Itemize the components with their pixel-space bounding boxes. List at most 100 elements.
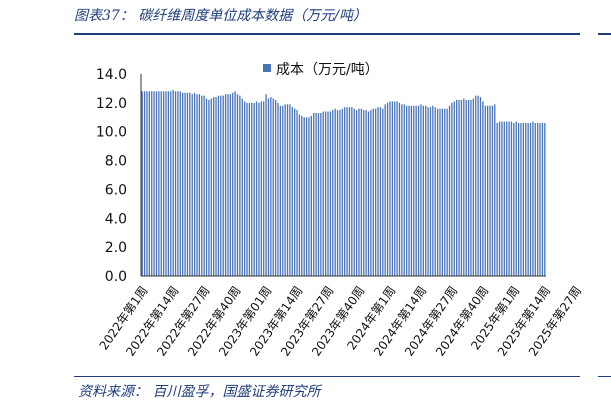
figure-caption: 图表37： 碳纤维周度单位成本数据（万元/吨） <box>74 8 367 24</box>
y-tick-label: 8.0 <box>105 154 127 170</box>
bar <box>355 110 358 276</box>
bar <box>201 95 203 276</box>
y-axis: 0.0 2.0 4.0 6.0 8.0 10.0 12.0 14.0 <box>96 67 127 285</box>
bar <box>425 105 427 277</box>
bar <box>170 91 172 276</box>
bar <box>334 108 336 276</box>
bar <box>470 99 472 276</box>
bar <box>541 123 544 276</box>
bar <box>467 99 470 276</box>
bar <box>220 95 222 276</box>
bar <box>274 99 277 276</box>
bar <box>263 101 265 276</box>
bar <box>444 108 446 276</box>
bar <box>153 91 155 276</box>
bar <box>155 91 158 276</box>
bar <box>160 91 162 276</box>
bar <box>315 112 317 277</box>
bar <box>408 105 410 277</box>
bar <box>451 102 453 276</box>
bar <box>322 111 324 276</box>
bar <box>520 123 522 276</box>
bar <box>479 97 482 276</box>
bar <box>182 92 184 276</box>
bar <box>241 98 243 276</box>
bar <box>308 117 310 276</box>
bar <box>205 98 208 276</box>
bar <box>227 94 229 276</box>
bar <box>534 123 536 276</box>
bar <box>503 121 505 276</box>
bar <box>405 105 408 277</box>
bar <box>234 91 236 276</box>
bar <box>341 108 343 276</box>
bar <box>522 123 525 276</box>
bar <box>279 105 282 277</box>
y-tick-label: 4.0 <box>105 211 127 227</box>
bar <box>401 104 403 276</box>
y-tick-label: 2.0 <box>105 240 127 256</box>
bar <box>460 99 463 276</box>
bar <box>475 95 477 276</box>
bar <box>429 107 432 276</box>
bar <box>232 92 234 276</box>
bar <box>501 121 503 276</box>
bar <box>513 123 515 276</box>
bar <box>432 105 434 277</box>
bar <box>229 94 231 276</box>
bar <box>294 108 296 276</box>
bar <box>441 108 444 276</box>
bar <box>291 107 293 276</box>
bar <box>384 104 386 276</box>
bar <box>344 107 346 276</box>
bar <box>143 91 146 276</box>
bar <box>453 101 455 276</box>
bar <box>313 112 315 277</box>
legend: 成本（万元/吨） <box>263 62 379 78</box>
bar <box>427 107 429 276</box>
bar <box>413 105 415 277</box>
edge-rule-top <box>598 33 611 35</box>
y-tick-label: 14.0 <box>96 67 127 83</box>
bar <box>498 121 501 276</box>
bar <box>456 99 458 276</box>
bar <box>282 105 284 277</box>
bar <box>489 105 491 277</box>
bar <box>151 91 153 276</box>
bar <box>179 91 181 276</box>
bar <box>267 98 270 276</box>
legend-swatch <box>263 64 271 72</box>
bar <box>277 102 279 276</box>
bar <box>260 101 262 276</box>
bar <box>286 104 289 276</box>
bar <box>165 91 167 276</box>
bar <box>439 108 441 276</box>
bar <box>167 91 170 276</box>
bar <box>198 94 201 276</box>
bar <box>208 99 210 276</box>
bar <box>265 94 267 276</box>
bar <box>420 104 422 276</box>
bar <box>336 110 339 276</box>
bar <box>434 107 436 276</box>
bar <box>508 121 510 276</box>
bar <box>193 92 196 276</box>
bar <box>465 99 467 276</box>
bar <box>386 102 389 276</box>
bar <box>370 110 372 276</box>
bar <box>525 123 527 276</box>
bar <box>527 123 529 276</box>
bar <box>391 101 393 276</box>
bar <box>215 97 217 276</box>
bar <box>272 98 274 276</box>
bar <box>532 121 534 276</box>
bar <box>329 111 332 276</box>
bar <box>472 98 474 276</box>
bar <box>310 115 312 276</box>
bar <box>296 110 298 276</box>
bar <box>270 97 272 276</box>
bar <box>436 108 439 276</box>
bar <box>448 105 451 277</box>
bar <box>496 123 498 276</box>
bar <box>162 91 165 276</box>
